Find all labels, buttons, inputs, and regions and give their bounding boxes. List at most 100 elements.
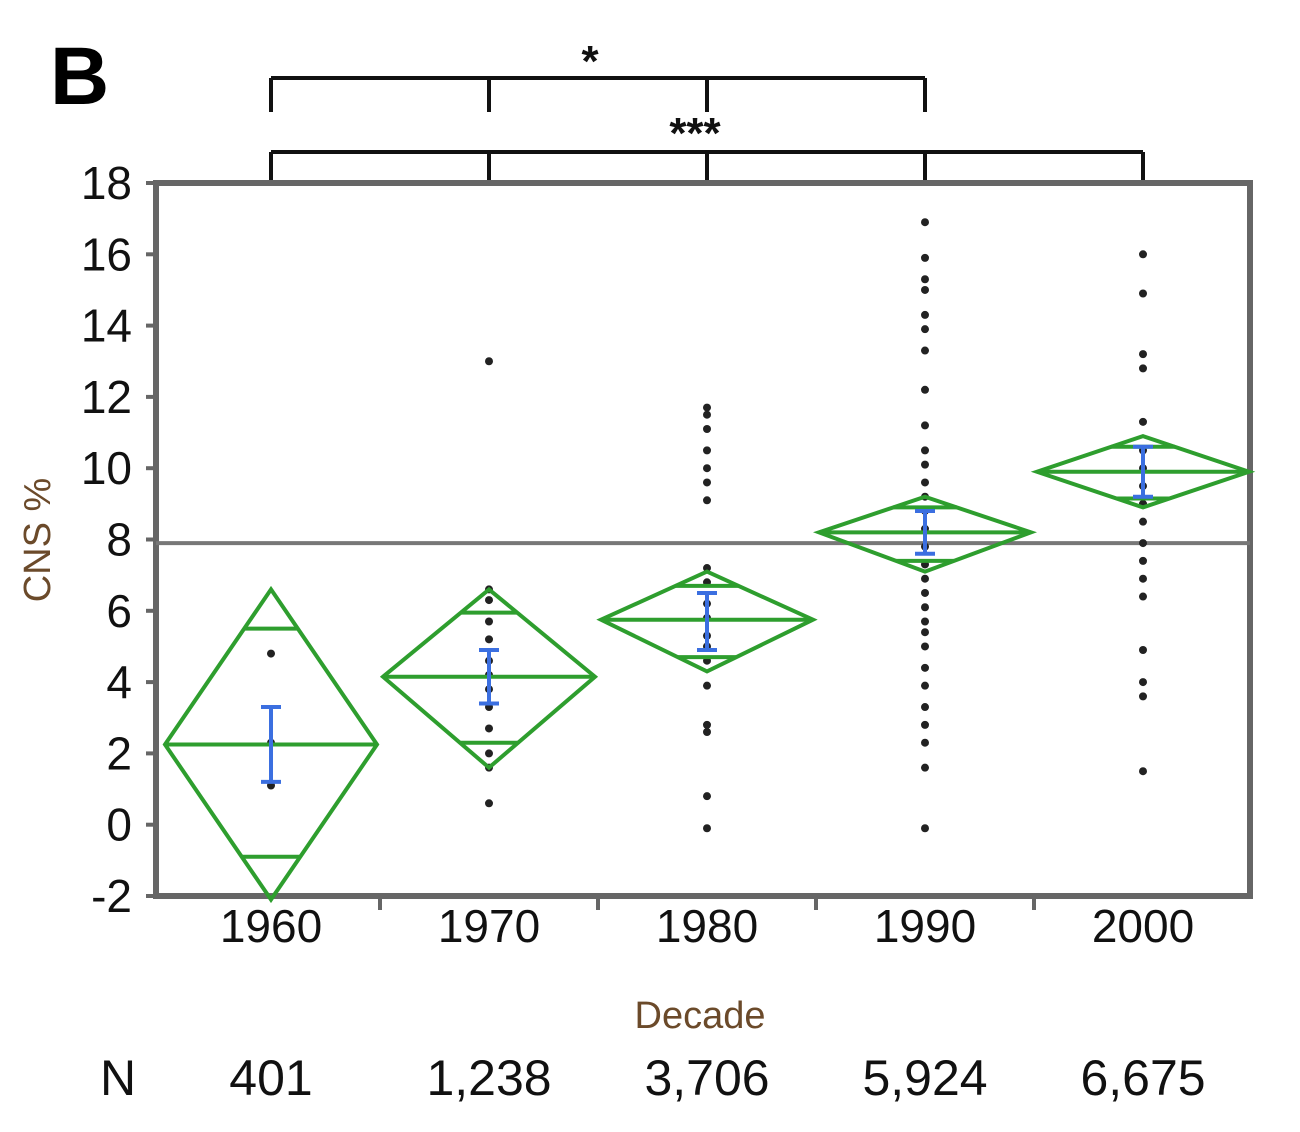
x-tick-label: 1980 xyxy=(656,900,758,952)
data-point xyxy=(921,446,929,455)
data-point xyxy=(921,824,929,833)
data-point xyxy=(1139,539,1147,548)
y-tick-label: 2 xyxy=(106,727,132,779)
y-tick-label: 6 xyxy=(106,585,132,637)
x-axis: 1960 1970 1980 1990 2000 xyxy=(220,896,1194,952)
y-tick-label: 12 xyxy=(81,371,132,423)
x-tick-label: 1960 xyxy=(220,900,322,952)
data-point xyxy=(921,720,929,729)
data-point xyxy=(703,403,711,412)
data-point xyxy=(921,617,929,626)
data-point xyxy=(921,588,929,597)
sample-size-value: 5,924 xyxy=(862,1050,987,1106)
sample-size-row: 401 1,238 3,706 5,924 6,675 xyxy=(229,1050,1205,1106)
data-point xyxy=(485,357,493,366)
means-diamond xyxy=(812,494,1038,574)
data-point xyxy=(485,799,493,808)
data-point xyxy=(1139,556,1147,565)
means-diamond xyxy=(1030,434,1256,510)
y-tick-label: 8 xyxy=(106,514,132,566)
data-point xyxy=(921,285,929,294)
means-diamond xyxy=(162,585,380,904)
means-diamond xyxy=(379,586,599,771)
data-points xyxy=(267,218,1147,833)
means-diamond xyxy=(596,569,818,674)
sample-size-value: 3,706 xyxy=(644,1050,769,1106)
data-point xyxy=(703,728,711,737)
data-point xyxy=(921,346,929,355)
n-row-label: N xyxy=(100,1050,136,1106)
x-tick-label: 1990 xyxy=(874,900,976,952)
data-point xyxy=(921,642,929,651)
data-point xyxy=(703,464,711,473)
plot-frame xyxy=(153,180,1253,899)
data-point xyxy=(921,460,929,469)
data-point xyxy=(1139,517,1147,526)
data-point xyxy=(921,663,929,672)
y-tick-label: 0 xyxy=(106,799,132,851)
sample-size-value: 401 xyxy=(229,1050,312,1106)
y-axis: 18 16 14 12 10 8 6 4 2 0 -2 xyxy=(81,157,156,922)
data-point xyxy=(1139,592,1147,601)
data-point xyxy=(485,724,493,733)
data-point xyxy=(1139,417,1147,426)
data-point xyxy=(921,763,929,772)
data-point xyxy=(1139,767,1147,776)
data-point xyxy=(921,478,929,487)
y-tick-label: -2 xyxy=(91,870,132,922)
data-point xyxy=(921,385,929,394)
data-point xyxy=(703,496,711,505)
x-tick-label: 2000 xyxy=(1092,900,1194,952)
data-point xyxy=(921,275,929,284)
data-point xyxy=(921,603,929,612)
data-point xyxy=(921,574,929,583)
data-point xyxy=(921,310,929,319)
data-point xyxy=(703,564,711,573)
data-point xyxy=(703,720,711,729)
data-point xyxy=(921,421,929,430)
data-point xyxy=(1139,678,1147,687)
plot-area-border xyxy=(153,180,1253,899)
data-point xyxy=(703,681,711,690)
significance-label: *** xyxy=(669,109,721,158)
data-point xyxy=(703,792,711,801)
data-point xyxy=(1139,574,1147,583)
data-point xyxy=(703,424,711,433)
data-point xyxy=(703,478,711,487)
data-point xyxy=(921,703,929,712)
data-point xyxy=(1139,646,1147,655)
panel-label: B xyxy=(50,31,109,122)
y-axis-title: CNS % xyxy=(17,478,59,603)
data-point xyxy=(921,218,929,227)
data-point xyxy=(485,749,493,758)
x-tick-label: 1970 xyxy=(438,900,540,952)
error-bars xyxy=(261,444,1153,784)
data-point xyxy=(921,325,929,334)
data-point xyxy=(485,635,493,644)
data-point xyxy=(485,617,493,626)
y-tick-label: 14 xyxy=(81,300,132,352)
data-point xyxy=(921,628,929,637)
data-point xyxy=(921,253,929,262)
sample-size-value: 1,238 xyxy=(426,1050,551,1106)
data-point xyxy=(267,649,275,658)
data-point xyxy=(921,738,929,747)
data-point xyxy=(1139,364,1147,373)
data-point xyxy=(1139,692,1147,701)
x-axis-title: Decade xyxy=(635,995,766,1037)
data-point xyxy=(703,824,711,833)
significance-label: * xyxy=(581,37,599,86)
data-point xyxy=(703,410,711,419)
significance-brackets: **** xyxy=(269,37,1145,183)
data-point xyxy=(485,596,493,605)
y-tick-label: 4 xyxy=(106,656,132,708)
y-tick-label: 10 xyxy=(81,442,132,494)
data-point xyxy=(1139,250,1147,259)
data-point xyxy=(1139,350,1147,359)
data-point xyxy=(1139,289,1147,298)
y-tick-label: 18 xyxy=(81,157,132,209)
data-point xyxy=(703,446,711,455)
data-point xyxy=(921,681,929,690)
y-tick-label: 16 xyxy=(81,228,132,280)
